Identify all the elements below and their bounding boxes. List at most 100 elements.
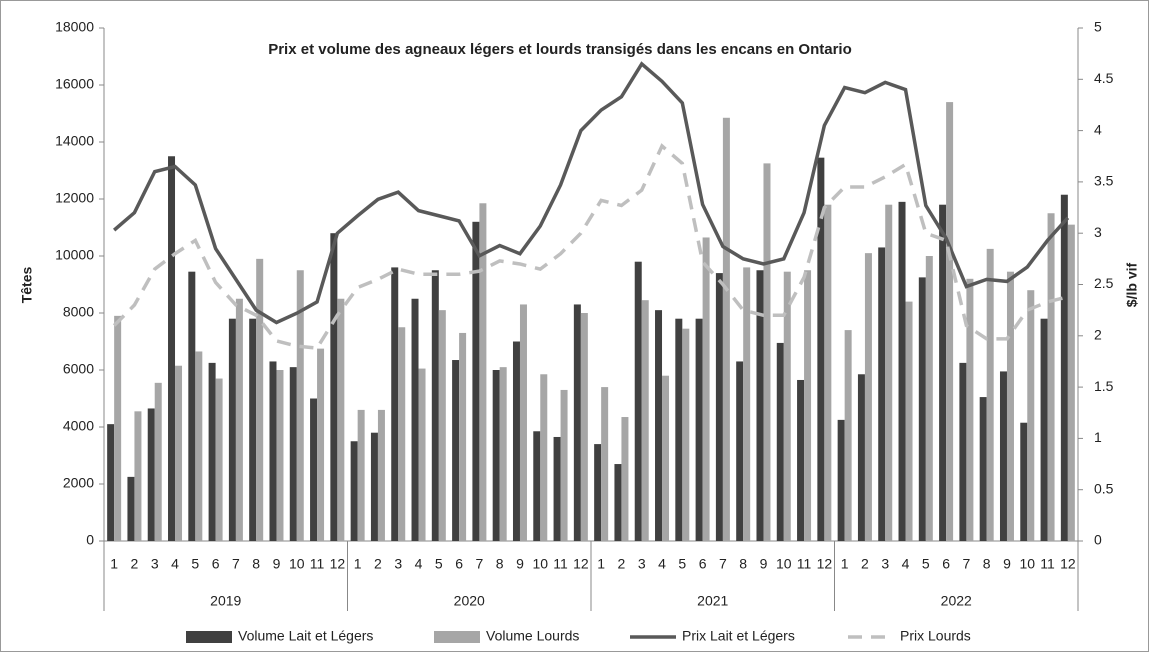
bar [418, 368, 426, 541]
bar [330, 233, 338, 541]
x-tick-label: 6 [212, 556, 220, 572]
bar [553, 436, 561, 541]
bar [743, 267, 751, 541]
group-label: 2021 [697, 593, 728, 609]
chart-title: Prix et volume des agneaux légers et lou… [268, 41, 852, 58]
bar [1067, 224, 1075, 541]
x-tick-label: 7 [475, 556, 483, 572]
bar [195, 351, 203, 541]
x-tick-label: 9 [1003, 556, 1011, 572]
x-tick-label: 5 [191, 556, 199, 572]
bar [208, 362, 216, 541]
bar [479, 203, 487, 541]
bar [175, 365, 183, 541]
bar [946, 102, 954, 541]
bar [512, 341, 520, 541]
bar [999, 371, 1007, 541]
legend-label: Prix Lourds [900, 628, 971, 644]
bar [824, 204, 832, 541]
bar [1006, 271, 1014, 541]
bar [370, 432, 378, 541]
bar [276, 370, 284, 541]
y-tick-label: 6000 [63, 361, 94, 377]
bar [168, 156, 176, 541]
bar [662, 375, 670, 541]
bar [431, 270, 439, 541]
bar [391, 267, 399, 541]
bar [519, 304, 527, 541]
x-tick-label: 5 [678, 556, 686, 572]
bar [533, 431, 541, 541]
bar [601, 387, 609, 541]
x-tick-label: 6 [699, 556, 707, 572]
x-tick-label: 11 [797, 556, 812, 572]
y2-tick-label: 0 [1094, 532, 1102, 548]
legend-label: Prix Lait et Légers [682, 628, 795, 644]
x-tick-label: 8 [739, 556, 747, 572]
legend-swatch [186, 631, 232, 643]
x-tick-label: 9 [273, 556, 281, 572]
bar [979, 397, 987, 541]
bar [878, 247, 886, 541]
y-tick-label: 18000 [55, 19, 94, 35]
bar [134, 411, 142, 541]
bar [634, 261, 642, 541]
bar [560, 389, 568, 541]
y2-axis-label: $/lb vif [1124, 262, 1140, 307]
bar [459, 332, 467, 541]
bar [905, 301, 913, 541]
x-tick-label: 5 [435, 556, 443, 572]
x-tick-label: 7 [232, 556, 240, 572]
bar [844, 330, 852, 541]
bar [621, 417, 629, 541]
bar [614, 464, 622, 541]
bar [736, 361, 744, 541]
bar [411, 298, 419, 541]
bar [107, 424, 115, 541]
y-tick-label: 2000 [63, 475, 94, 491]
y-tick-label: 12000 [55, 190, 94, 206]
legend-label: Volume Lait et Légers [238, 628, 373, 644]
bar [1047, 213, 1055, 541]
bar [715, 273, 723, 541]
bar [580, 313, 588, 541]
bar [573, 304, 581, 541]
line-series [113, 61, 1070, 325]
bar [1027, 290, 1035, 541]
y2-tick-label: 2.5 [1094, 275, 1114, 291]
x-tick-label: 6 [455, 556, 463, 572]
bar [817, 157, 825, 542]
x-tick-label: 12 [1060, 556, 1076, 572]
bar [492, 370, 500, 541]
x-tick-label: 3 [151, 556, 159, 572]
bar [722, 117, 730, 542]
x-tick-label: 4 [171, 556, 179, 572]
bar [857, 374, 865, 541]
x-tick-label: 11 [553, 556, 568, 572]
bar [918, 277, 926, 541]
bar [837, 419, 845, 541]
x-tick-label: 12 [573, 556, 589, 572]
x-tick-label: 9 [516, 556, 524, 572]
group-label: 2022 [941, 593, 972, 609]
bar [215, 378, 223, 541]
bar [337, 298, 345, 541]
x-tick-label: 4 [658, 556, 666, 572]
bar [641, 300, 649, 541]
y-axis-label: Têtes [19, 267, 35, 304]
x-tick-label: 8 [983, 556, 991, 572]
bar [127, 476, 135, 541]
bar [864, 253, 872, 541]
x-tick-label: 7 [719, 556, 727, 572]
bar [357, 409, 365, 541]
x-tick-label: 8 [252, 556, 260, 572]
y-tick-label: 10000 [55, 247, 94, 263]
bar [655, 310, 663, 541]
bar [540, 374, 548, 541]
x-tick-label: 2 [861, 556, 869, 572]
bar [1020, 422, 1028, 541]
y-tick-label: 0 [86, 532, 94, 548]
x-tick-label: 3 [881, 556, 889, 572]
bar [452, 360, 460, 541]
bar [310, 398, 318, 541]
